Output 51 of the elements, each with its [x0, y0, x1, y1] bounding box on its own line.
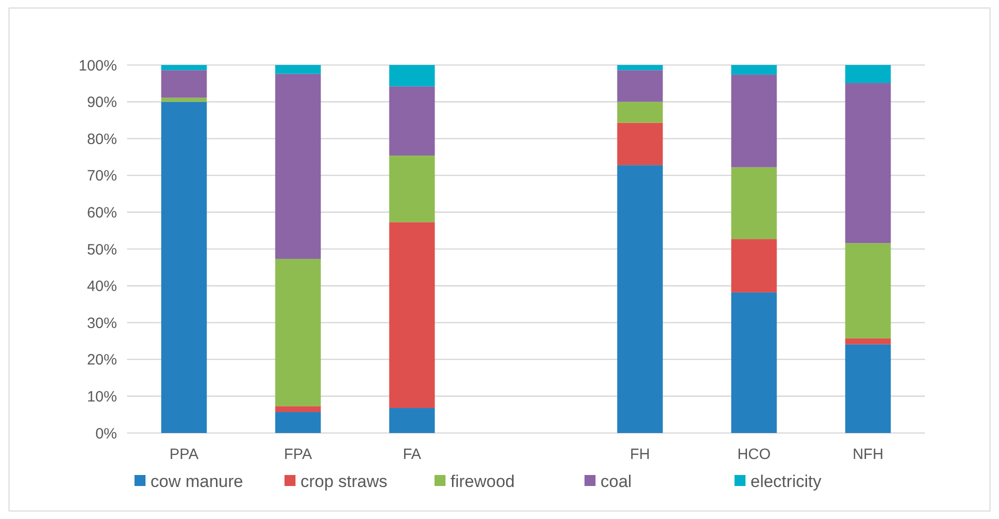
- bar: [617, 122, 663, 166]
- legend-label: firewood: [450, 472, 515, 491]
- x-tick-label: HCO: [737, 446, 771, 463]
- bar: [845, 344, 891, 433]
- x-tick-label: FH: [630, 446, 650, 463]
- bar: [275, 74, 321, 259]
- bar: [389, 408, 435, 433]
- bar: [731, 239, 777, 292]
- bar: [161, 70, 207, 98]
- y-tick-label: 10%: [86, 388, 117, 406]
- bar: [617, 65, 663, 70]
- bar: [389, 222, 435, 408]
- bar: [845, 65, 891, 84]
- bar: [389, 156, 435, 222]
- bar: [617, 165, 663, 433]
- bar: [161, 65, 207, 70]
- y-tick-label: 80%: [86, 130, 117, 148]
- y-tick-label: 70%: [86, 168, 117, 185]
- bar: [731, 65, 777, 75]
- bar: [275, 412, 321, 433]
- y-tick-label: 0%: [95, 425, 117, 442]
- bar: [845, 83, 891, 244]
- bar: [275, 65, 321, 74]
- x-tick-label: FPA: [284, 446, 312, 463]
- bar: [389, 86, 435, 156]
- y-tick-label: 100%: [78, 57, 117, 74]
- bar: [845, 338, 891, 344]
- bar: [731, 292, 777, 433]
- y-tick-label: 20%: [86, 352, 117, 369]
- bar: [275, 406, 321, 412]
- y-tick-label: 50%: [86, 241, 117, 258]
- legend-label: coal: [600, 472, 632, 491]
- x-tick-label: NFH: [852, 446, 884, 463]
- bar: [731, 74, 777, 168]
- bar: [617, 70, 663, 102]
- bar: [845, 243, 891, 338]
- legend-label: electricity: [750, 472, 822, 491]
- y-tick-label: 30%: [86, 314, 117, 332]
- x-tick-label: PPA: [170, 446, 198, 463]
- bar: [731, 167, 777, 240]
- bar: [275, 258, 321, 406]
- bar: [389, 65, 435, 86]
- bar: [161, 102, 207, 433]
- x-tick-label: FA: [402, 446, 422, 463]
- legend-label: crop straws: [300, 472, 388, 491]
- y-tick-label: 90%: [86, 94, 117, 112]
- bar: [617, 102, 663, 123]
- y-tick-label: 60%: [86, 204, 117, 222]
- bar: [161, 98, 207, 102]
- y-tick-label: 40%: [86, 278, 117, 296]
- legend-label: cow manure: [150, 472, 244, 491]
